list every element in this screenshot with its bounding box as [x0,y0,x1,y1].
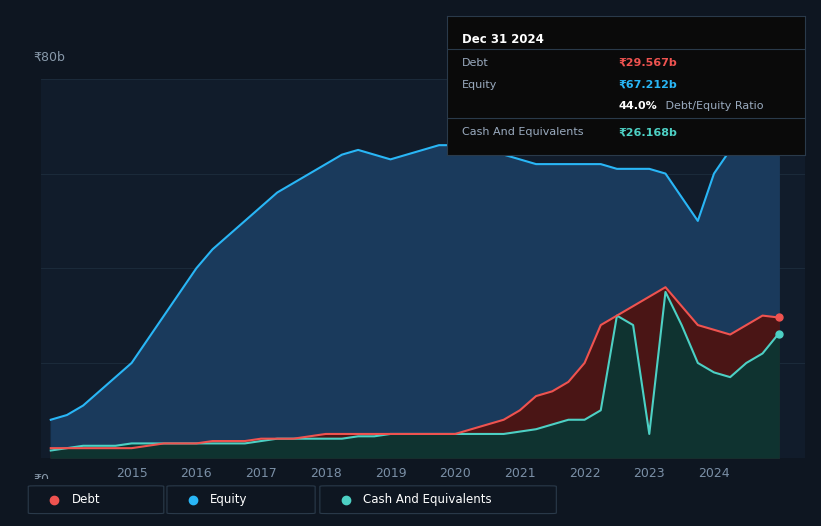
Text: ₹29.567b: ₹29.567b [619,58,677,68]
Text: ₹67.212b: ₹67.212b [619,80,677,90]
Text: Debt: Debt [461,58,488,68]
Text: Debt/Equity Ratio: Debt/Equity Ratio [662,101,764,111]
Text: Cash And Equivalents: Cash And Equivalents [461,127,583,137]
Text: ₹0: ₹0 [34,473,49,486]
Text: ₹80b: ₹80b [34,50,66,64]
Text: Equity: Equity [461,80,497,90]
Text: Cash And Equivalents: Cash And Equivalents [363,493,492,506]
Text: Dec 31 2024: Dec 31 2024 [461,33,544,46]
Text: ₹26.168b: ₹26.168b [619,127,678,137]
Text: Equity: Equity [210,493,248,506]
Text: 44.0%: 44.0% [619,101,658,111]
Text: Debt: Debt [71,493,100,506]
